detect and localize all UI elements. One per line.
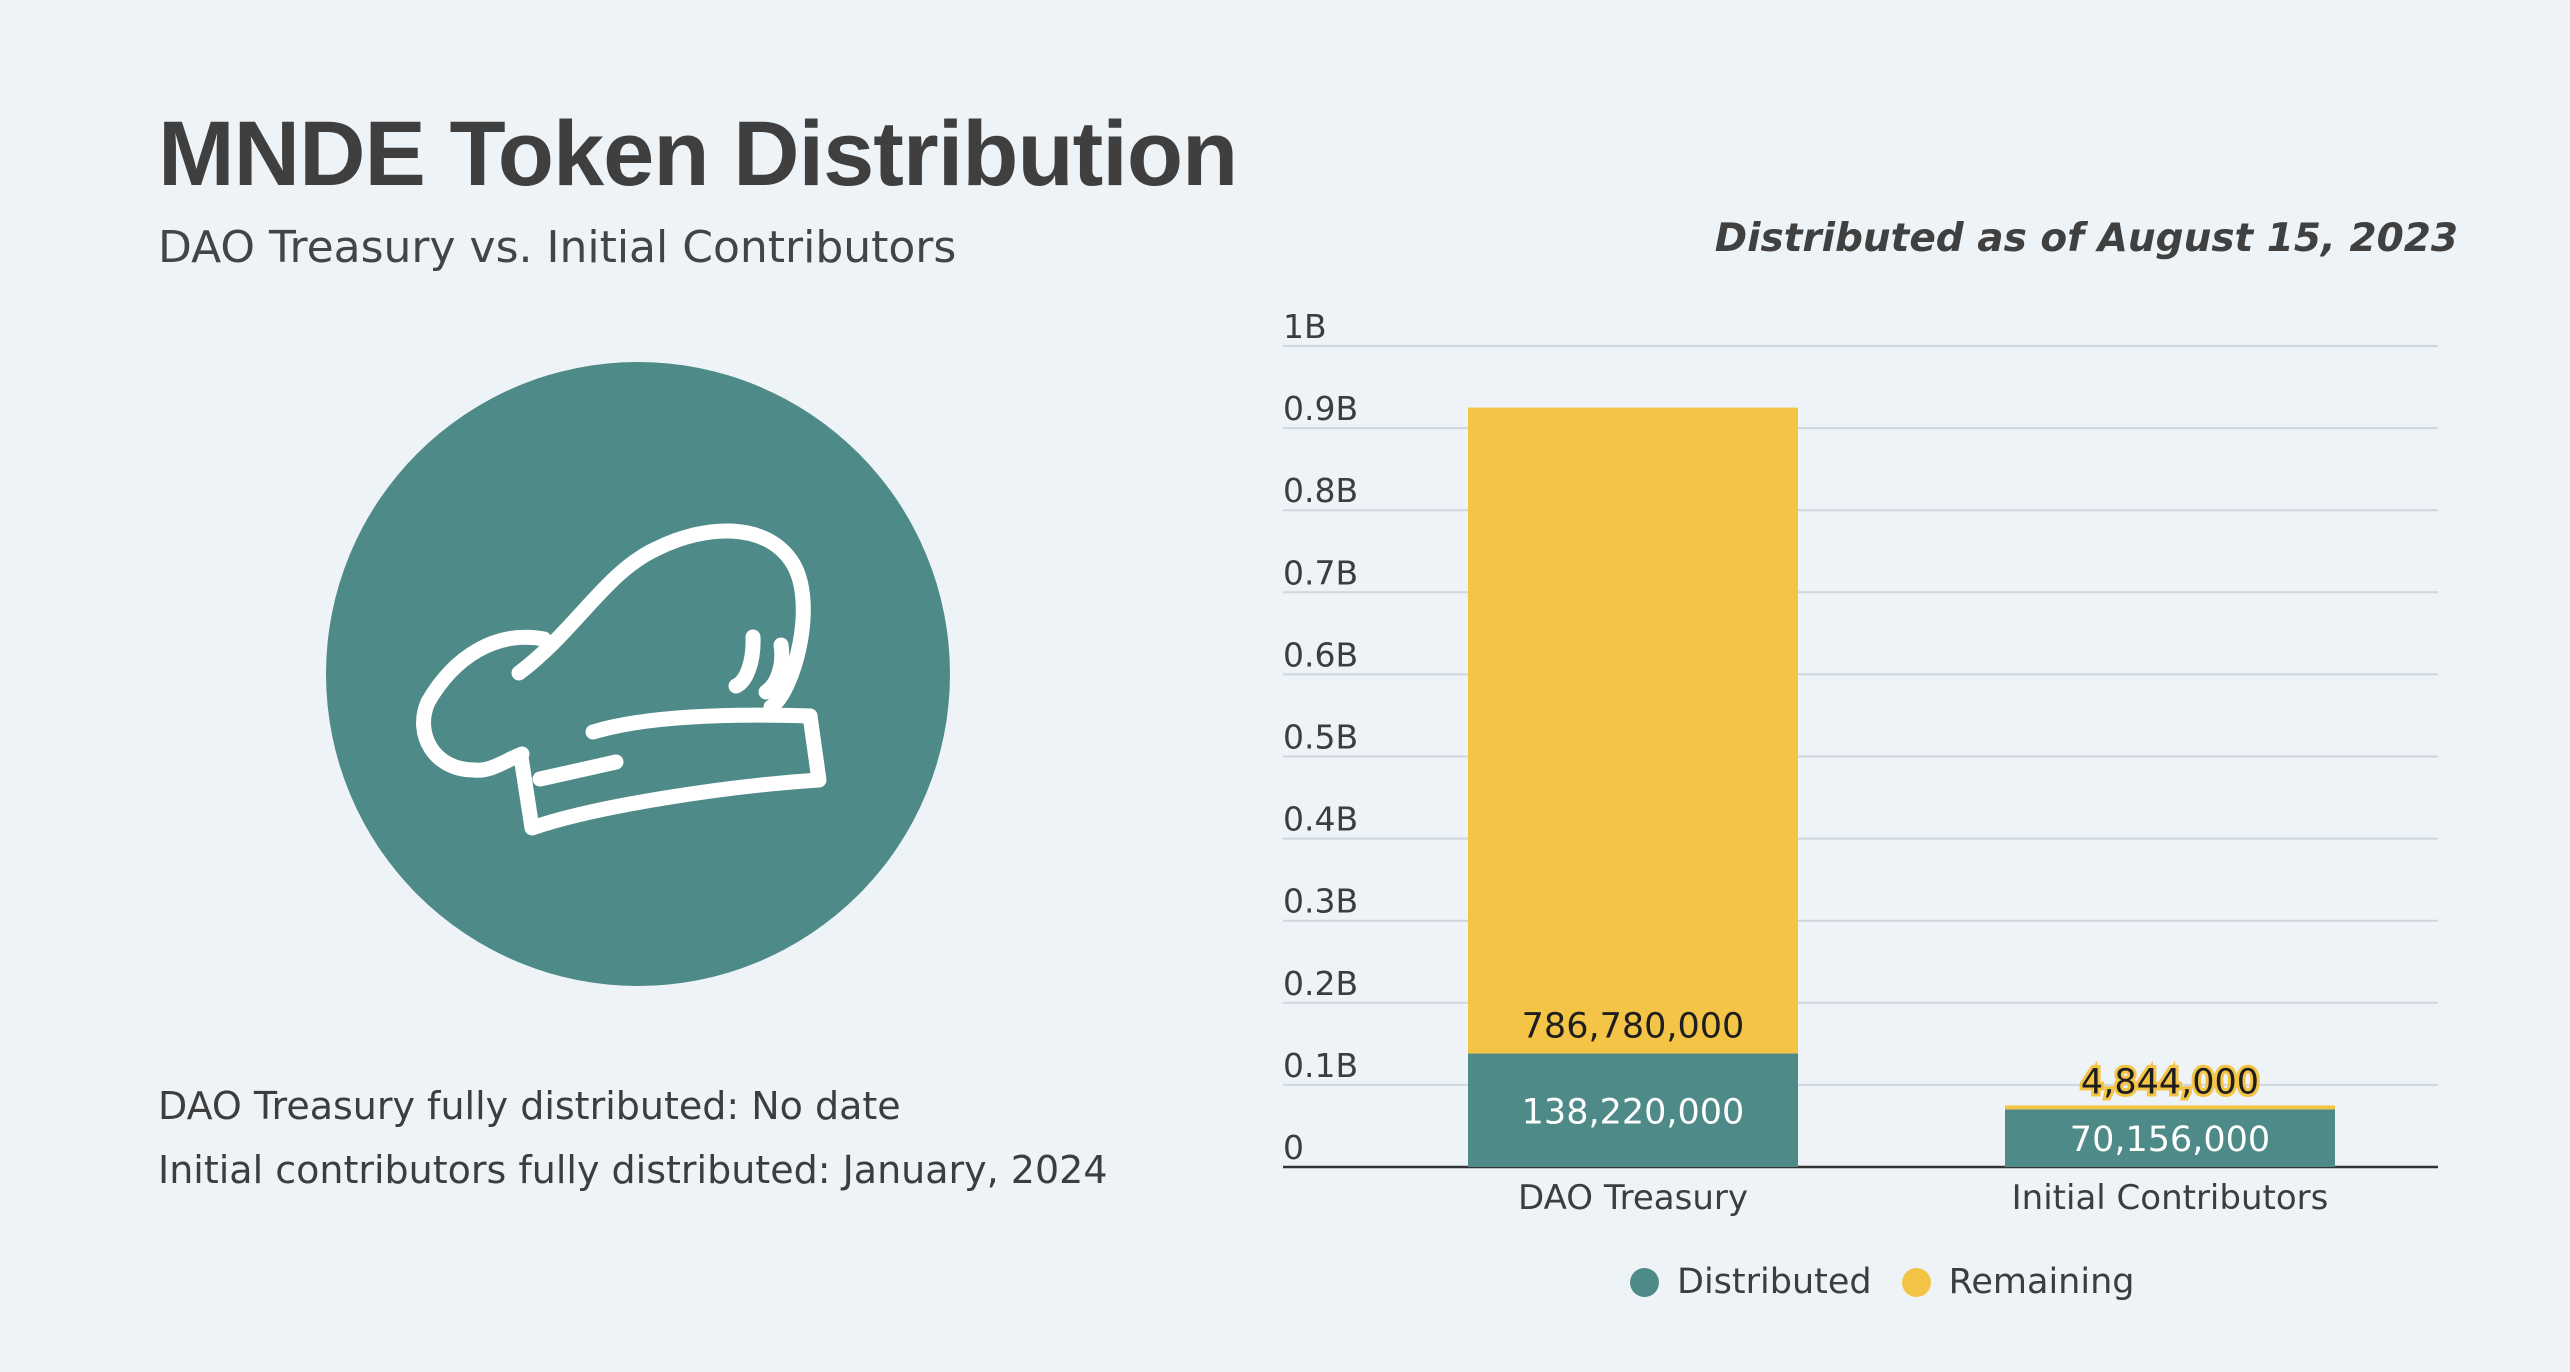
legend-label-remaining: Remaining [1948,1262,2135,1302]
bar-distributed-2[interactable] [2005,1109,2335,1167]
legend-item-remaining[interactable]: Remaining [1901,1262,2135,1302]
y-tick-label: 0.4B [1283,800,1358,839]
legend-swatch-remaining [1901,1267,1931,1297]
y-tick-label: 1B [1283,307,1327,346]
x-tick-label: DAO Treasury [1518,1178,1748,1218]
legend-swatch-distributed [1630,1267,1659,1297]
page-subtitle: DAO Treasury vs. Initial Contributors [158,222,957,273]
data-label: 138,220,000 [1522,1092,1745,1132]
y-tick-label: 0.1B [1283,1046,1358,1085]
bar-remaining-2[interactable] [2005,1105,2335,1110]
labels-layer: 138,220,000 786,780,000 DAO Treasury 70,156… [1518,1007,2328,1218]
page-title: MNDE Token Distribution [158,103,1238,205]
legend-item-distributed[interactable]: Distributed [1630,1262,1872,1302]
as-of-date: Distributed as of August 15, 2023 [1714,216,2458,261]
chef-hat-icon [326,362,950,986]
y-tick-label: 0.3B [1283,882,1358,921]
y-tick-label: 0.6B [1283,635,1358,674]
logo-circle [326,362,950,986]
dao-treasury-note: DAO Treasury fully distributed: No date [158,1084,901,1128]
legend-label-distributed: Distributed [1677,1262,1872,1302]
grid-layer: 0 0.1B 0.2B 0.3B 0.4B 0.5B 0.6B 0.7B 0.8B 0.9B 1B [1283,307,2438,1169]
y-tick-label: 0.9B [1283,389,1358,428]
data-label: 4,844,000 [2081,1062,2259,1102]
y-tick-label: 0.7B [1283,553,1358,592]
bars-layer [1468,407,2335,1167]
data-label: 70,156,000 [2070,1120,2270,1160]
y-tick-label: 0 [1283,1128,1304,1167]
y-tick-label: 0.5B [1283,718,1358,757]
y-tick-label: 0.2B [1283,964,1358,1003]
initial-contributors-note: Initial contributors fully distributed: … [158,1148,1108,1192]
x-tick-label: Initial Contributors [2012,1178,2329,1218]
data-label: 786,780,000 [1522,1007,1745,1047]
y-tick-label: 0.8B [1283,471,1358,510]
chart-legend: Distributed Remaining [1630,1262,2164,1302]
bar-remaining-1[interactable] [1468,407,1798,1054]
bar-distributed-1[interactable] [1468,1053,1798,1167]
